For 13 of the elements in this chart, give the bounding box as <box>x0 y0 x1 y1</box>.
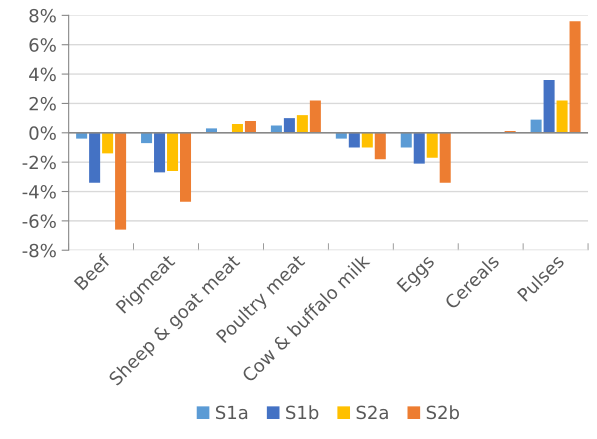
y-tick-label: 4% <box>29 68 56 82</box>
y-tick-label: -8% <box>22 244 56 258</box>
legend-label: S1a <box>216 406 248 420</box>
y-tick-label: 8% <box>29 8 56 22</box>
y-tick-label: 6% <box>29 38 56 52</box>
y-tick-label: 2% <box>30 96 56 111</box>
y-tick-label: -6% <box>22 214 56 228</box>
legend-label: S1b <box>286 405 318 420</box>
y-tick-label: 0% <box>29 126 56 140</box>
legend-label: S2b <box>426 405 459 420</box>
legend-label: S2a <box>356 406 388 420</box>
y-tick-label: -4% <box>22 184 56 199</box>
y-tick-label: -2% <box>22 156 56 170</box>
